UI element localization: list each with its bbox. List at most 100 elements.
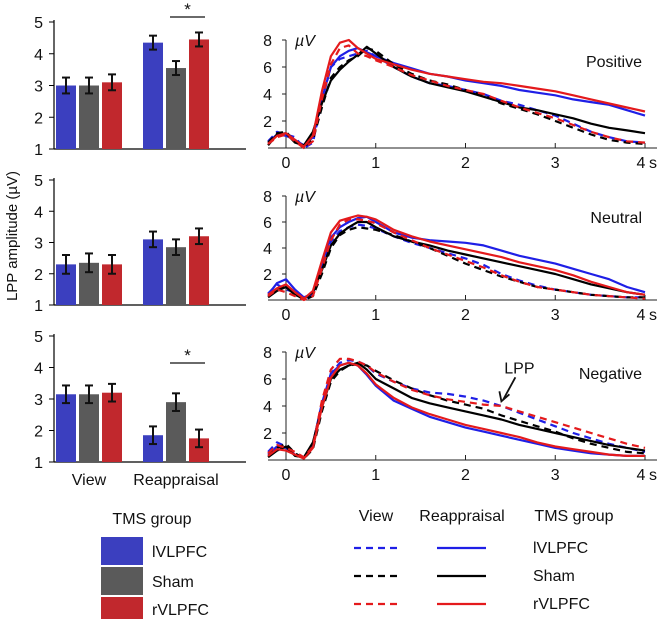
x-tick-label: 4 [637,307,646,324]
x-tick-label: 2 [461,307,470,324]
y-tick-label: 2 [263,267,272,284]
line-legend-group: TMS group [534,508,613,525]
line-legend-label-rvlpfc: rVLPFC [533,596,590,613]
y-tick-label: 4 [263,241,272,258]
x-tick-label: 4 [637,467,646,484]
bar-neutral: 1 2 3 4 5 [34,173,246,315]
bar-lvlpfc [56,394,76,462]
y-axis-label: LPP amplitude (µV) [4,171,21,301]
bar-negative: 1 2 3 4 5 * View Reappraisal [34,329,246,489]
bar-sham [79,394,99,462]
x-tick-label: 1 [371,467,380,484]
x-category-label: View [72,472,107,489]
significance-star: * [184,0,191,19]
bar-rvlpfc [102,392,122,462]
x-tick-label: 0 [282,467,291,484]
y-tick-label: 6 [263,60,272,77]
x-tick-label: 3 [551,307,560,324]
y-tick-label: 2 [34,110,43,127]
line-legend-view: View [359,508,394,525]
x-tick-label: 1 [371,155,380,172]
bar-rvlpfc [189,438,209,462]
bar-lvlpfc [143,42,163,150]
legend-swatch-rvlpfc [101,597,143,619]
x-unit-label: s [649,307,657,324]
legend-label-rvlpfc: rVLPFC [152,602,209,619]
y-tick-label: 5 [34,15,43,32]
erp-trace-rvlpfc-reappraisal [267,361,645,460]
line-legend-rows [354,546,486,606]
tms-legend-title: TMS group [112,511,191,528]
lpp-annotation: LPP [504,360,534,377]
y-tick-label: 8 [263,33,272,50]
bar-lvlpfc [143,239,163,305]
y-unit-label: µV [294,189,316,206]
x-unit-label: s [649,467,657,484]
y-tick-label: 4 [263,87,272,104]
y-tick-label: 8 [263,345,272,362]
bar-positive: 1 2 3 4 5 * [34,0,246,159]
bar-sham [79,85,99,149]
line-legend-label-lvlpfc: lVLPFC [533,540,588,557]
bar-lvlpfc [143,435,163,462]
lpp-arrowhead [498,391,510,404]
y-tick-label: 5 [34,173,43,190]
bar-sham [166,68,186,149]
x-tick-label: 4 [637,155,646,172]
x-unit-label: s [649,155,657,172]
y-tick-label: 2 [263,426,272,443]
y-unit-label: µV [294,345,316,362]
y-tick-label: 6 [263,372,272,389]
panel-title: Positive [586,54,642,71]
erp-trace-sham-reappraisal [267,361,646,459]
y-tick-label: 4 [34,47,43,64]
bar-lvlpfc [56,85,76,149]
y-tick-label: 4 [263,399,272,416]
line-legend: View Reappraisal TMS group lVLPFC Sham r… [354,508,614,613]
y-tick-label: 4 [34,204,43,221]
y-tick-label: 1 [34,142,43,159]
bar-lvlpfc [56,264,76,305]
x-tick-label: 0 [282,307,291,324]
y-tick-label: 8 [263,189,272,206]
x-tick-label: 3 [551,467,560,484]
y-tick-label: 2 [34,424,43,441]
tms-legend: TMS group lVLPFC Sham rVLPFC [101,511,209,619]
panel-title: Neutral [590,210,642,227]
x-tick-label: 2 [461,155,470,172]
bar-rvlpfc [102,82,122,149]
erp-trace-rvlpfc-view [267,44,646,150]
line-legend-label-sham: Sham [533,568,575,585]
significance-star: * [184,346,191,365]
x-tick-label: 3 [551,155,560,172]
legend-label-lvlpfc: lVLPFC [152,544,207,561]
erp-trace-rvlpfc-reappraisal [267,214,646,300]
y-tick-label: 5 [34,329,43,346]
y-tick-label: 1 [34,298,43,315]
legend-swatch-lvlpfc [101,537,143,565]
y-tick-label: 6 [263,215,272,232]
bar-sham [79,262,99,305]
bar-sham [166,402,186,462]
bar-charts: 1 2 3 4 5 * 1 2 3 4 5 1 2 3 4 5 * View Reappraisal [34,0,246,489]
y-tick-label: 1 [34,455,43,472]
bar-rvlpfc [102,264,122,305]
panel-title: Negative [579,366,642,383]
x-tick-label: 0 [282,155,291,172]
lpp-arrow [502,376,517,400]
y-tick-label: 2 [34,267,43,284]
y-unit-label: µV [294,33,316,50]
y-tick-label: 3 [34,236,43,253]
y-tick-label: 3 [34,79,43,96]
line-legend-reappraisal: Reappraisal [419,508,504,525]
x-tick-label: 2 [461,467,470,484]
y-tick-label: 2 [263,114,272,131]
x-tick-label: 1 [371,307,380,324]
y-tick-label: 3 [34,392,43,409]
erp-trace-rvlpfc-reappraisal [267,38,646,148]
